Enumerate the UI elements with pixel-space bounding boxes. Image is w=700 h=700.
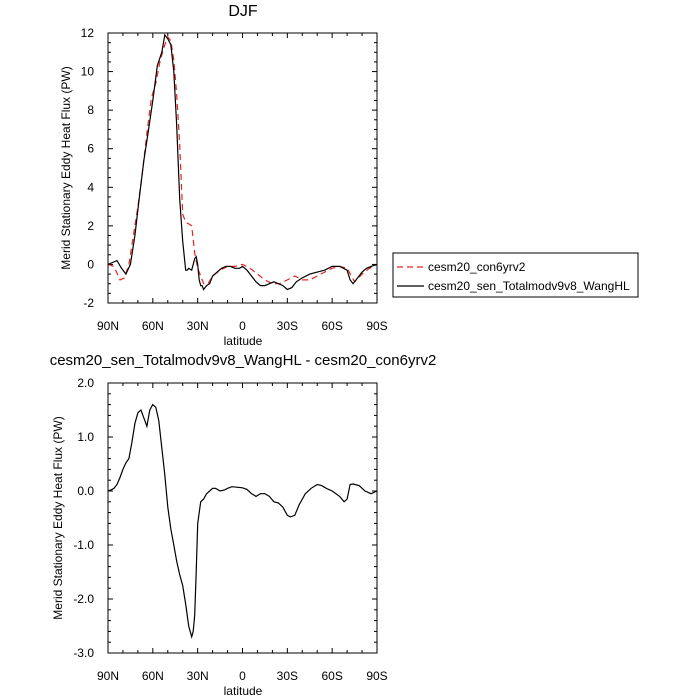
y-tick-label: 12 <box>81 26 95 40</box>
top-plot-frame <box>107 32 378 304</box>
legend-label-con6yrv2: cesm20_con6yrv2 <box>428 260 526 274</box>
x-tick-label: 60N <box>142 669 164 683</box>
x-tick-label: 60S <box>321 669 342 683</box>
x-tick-label: 90S <box>366 319 387 333</box>
y-tick-label: 8 <box>87 103 94 117</box>
bottom-ticks: 90N 60N 30N 0 30S 60S 90S -3.0 -2.0 -1.0 0.0 1.0 2.0 <box>73 376 387 683</box>
y-tick-label: 2.0 <box>77 376 94 390</box>
y-tick-label: 2 <box>87 219 94 233</box>
x-tick-label: 90N <box>97 319 119 333</box>
legend-label-sen: cesm20_sen_Totalmodv9v8_WangHL <box>428 279 630 293</box>
top-chart-title: DJF <box>228 3 258 20</box>
top-ticks: 90N 60N 30N 0 30S 60S 90S -2 0 2 4 6 8 10 12 <box>81 26 388 333</box>
y-tick-label: 1.0 <box>77 430 94 444</box>
bottom-panel: cesm20_sen_Totalmodv9v8_WangHL - cesm20_… <box>50 352 437 698</box>
top-panel: DJF 90N 60N 30N 0 30S 60S 90S -2 0 2 4 6 8 10 12 latit… <box>59 3 639 348</box>
bottom-plot-frame <box>107 382 378 654</box>
x-tick-label: 90N <box>97 669 119 683</box>
bottom-series-group <box>107 403 378 640</box>
y-tick-label: -2.0 <box>73 592 94 606</box>
x-tick-label: 30N <box>187 319 209 333</box>
legend: cesm20_con6yrv2 cesm20_sen_Totalmodv9v8_… <box>392 252 639 298</box>
legend-box <box>392 252 639 298</box>
y-tick-label: -2 <box>83 296 94 310</box>
bottom-chart-title: cesm20_sen_Totalmodv9v8_WangHL - cesm20_… <box>50 352 437 369</box>
series-line-0 <box>107 35 378 285</box>
bottom-y-axis-label: Merid Stationary Eddy Heat Flux (PW) <box>51 416 65 619</box>
x-tick-label: 30N <box>187 669 209 683</box>
y-tick-label: 4 <box>87 180 94 194</box>
y-tick-label: 0.0 <box>77 484 94 498</box>
x-tick-label: 0 <box>239 669 246 683</box>
series-line-1 <box>107 33 378 291</box>
y-tick-label: 0 <box>87 257 94 271</box>
top-y-axis-label: Merid Stationary Eddy Heat Flux (PW) <box>59 66 73 269</box>
x-tick-label: 0 <box>239 319 246 333</box>
bottom-x-axis-label: latitude <box>224 684 263 698</box>
series-line-0 <box>107 403 378 640</box>
y-tick-label: -3.0 <box>73 646 94 660</box>
x-tick-label: 60N <box>142 319 164 333</box>
y-tick-label: 6 <box>87 142 94 156</box>
top-x-axis-label: latitude <box>224 334 263 348</box>
x-tick-label: 30S <box>277 319 298 333</box>
x-tick-label: 90S <box>366 669 387 683</box>
x-tick-label: 30S <box>277 669 298 683</box>
x-tick-label: 60S <box>321 319 342 333</box>
y-tick-label: 10 <box>81 65 95 79</box>
y-tick-label: -1.0 <box>73 538 94 552</box>
top-series-group <box>107 33 378 291</box>
